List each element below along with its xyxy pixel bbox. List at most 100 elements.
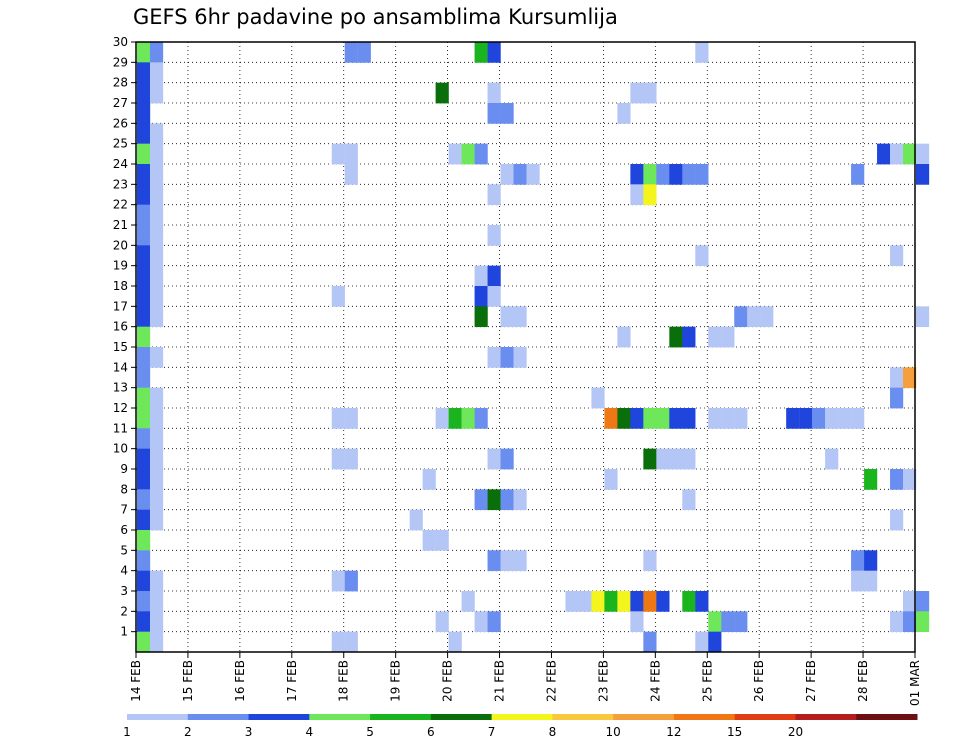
y-tick-label: 14 xyxy=(113,360,128,374)
x-tick-label: 27 FEB xyxy=(804,660,818,702)
heatmap-cell xyxy=(149,143,164,165)
heatmap-cell xyxy=(604,408,618,429)
heatmap-cell xyxy=(890,245,904,267)
heatmap-cell xyxy=(149,408,164,429)
heatmap-cell xyxy=(890,143,904,165)
heatmap-cell xyxy=(643,631,657,653)
heatmap-cell xyxy=(708,611,722,633)
x-tick-label: 28 FEB xyxy=(856,660,870,702)
x-tick-label: 18 FEB xyxy=(337,660,351,702)
y-tick-label: 7 xyxy=(120,503,128,517)
heatmap-cell xyxy=(799,408,813,429)
y-tick-label: 3 xyxy=(120,584,128,598)
heatmap-cell xyxy=(137,123,151,145)
heatmap-cell xyxy=(137,367,151,389)
heatmap-cell xyxy=(344,42,358,63)
heatmap-cell xyxy=(903,611,917,633)
heatmap-cell xyxy=(344,570,358,592)
colorbar-swatch xyxy=(673,714,736,720)
heatmap-cell xyxy=(500,306,514,328)
colorbar-label: 20 xyxy=(788,725,803,739)
heatmap-cell xyxy=(137,347,151,368)
heatmap-cell xyxy=(500,347,514,368)
x-tick-label: 19 FEB xyxy=(389,660,403,702)
heatmap-cell xyxy=(695,631,709,653)
colorbar-swatch xyxy=(795,714,857,720)
heatmap-cell xyxy=(474,143,488,165)
heatmap-cell xyxy=(669,408,683,429)
y-tick-label: 30 xyxy=(113,35,128,49)
heatmap-cell xyxy=(137,428,151,450)
y-tick-label: 18 xyxy=(113,279,128,293)
heatmap-cell xyxy=(604,469,618,490)
heatmap-cell xyxy=(916,164,930,185)
heatmap-cell xyxy=(149,245,164,267)
heatmap-cell xyxy=(149,611,164,633)
heatmap-cell xyxy=(617,591,631,612)
y-tick-label: 1 xyxy=(120,625,128,639)
heatmap-cell xyxy=(344,448,358,470)
heatmap-cell xyxy=(474,489,488,511)
heatmap-cell xyxy=(474,286,488,307)
x-tick-label: 25 FEB xyxy=(700,660,714,702)
heatmap-cell xyxy=(669,448,683,470)
heatmap-cell xyxy=(149,123,164,145)
heatmap-cell xyxy=(435,82,449,104)
y-tick-label: 15 xyxy=(113,340,128,354)
y-tick-label: 4 xyxy=(120,564,128,578)
heatmap-cell xyxy=(682,408,696,429)
heatmap-cell xyxy=(149,591,164,612)
heatmap-cell xyxy=(851,570,865,592)
heatmap-cell xyxy=(149,42,164,63)
heatmap-cell xyxy=(137,591,151,612)
heatmap-cell xyxy=(630,82,644,104)
heatmap-cell xyxy=(500,448,514,470)
heatmap-cell xyxy=(864,550,878,572)
heatmap-cell xyxy=(149,387,164,409)
heatmap-cell xyxy=(591,591,605,612)
heatmap-cell xyxy=(344,164,358,185)
heatmap-cell xyxy=(916,611,930,633)
heatmap-cell xyxy=(474,408,488,429)
heatmap-cell xyxy=(604,591,618,612)
heatmap-cell xyxy=(487,286,501,307)
heatmap-cell xyxy=(331,448,345,470)
heatmap-cell xyxy=(500,164,514,185)
heatmap-cell xyxy=(461,591,475,612)
heatmap-cell xyxy=(695,164,709,185)
heatmap-cell xyxy=(435,611,449,633)
y-tick-label: 12 xyxy=(113,401,128,415)
heatmap-cell xyxy=(474,611,488,633)
heatmap-cell xyxy=(695,42,709,63)
heatmap-cell xyxy=(149,489,164,511)
y-tick-label: 2 xyxy=(120,604,128,618)
heatmap-cell xyxy=(461,143,475,165)
heatmap-cell xyxy=(916,591,930,612)
heatmap-cell xyxy=(903,591,917,612)
heatmap-cell xyxy=(149,164,164,185)
heatmap-cell xyxy=(137,286,151,307)
heatmap-cell xyxy=(682,591,696,612)
heatmap-cell xyxy=(630,611,644,633)
heatmap-cell xyxy=(695,591,709,612)
heatmap-cell xyxy=(682,164,696,185)
y-tick-label: 6 xyxy=(120,523,128,537)
colorbar-swatch xyxy=(309,714,371,720)
heatmap-cell xyxy=(487,82,501,104)
heatmap-cell xyxy=(851,164,865,185)
colorbar-label: 6 xyxy=(427,725,435,739)
colorbar-swatch xyxy=(248,714,310,720)
heatmap-cell xyxy=(474,306,488,328)
heatmap-cell xyxy=(137,631,151,653)
heatmap-cell xyxy=(137,469,151,490)
heatmap-cell xyxy=(137,489,151,511)
heatmap-cell xyxy=(137,42,151,63)
heatmap-cell xyxy=(825,408,839,429)
heatmap-cell xyxy=(617,103,631,124)
y-tick-label: 20 xyxy=(113,238,128,252)
heatmap-cell xyxy=(331,631,345,653)
heatmap-cell xyxy=(149,570,164,592)
heatmap-cell xyxy=(708,408,722,429)
colorbar-label: 1 xyxy=(123,725,131,739)
heatmap-cell xyxy=(734,611,748,633)
